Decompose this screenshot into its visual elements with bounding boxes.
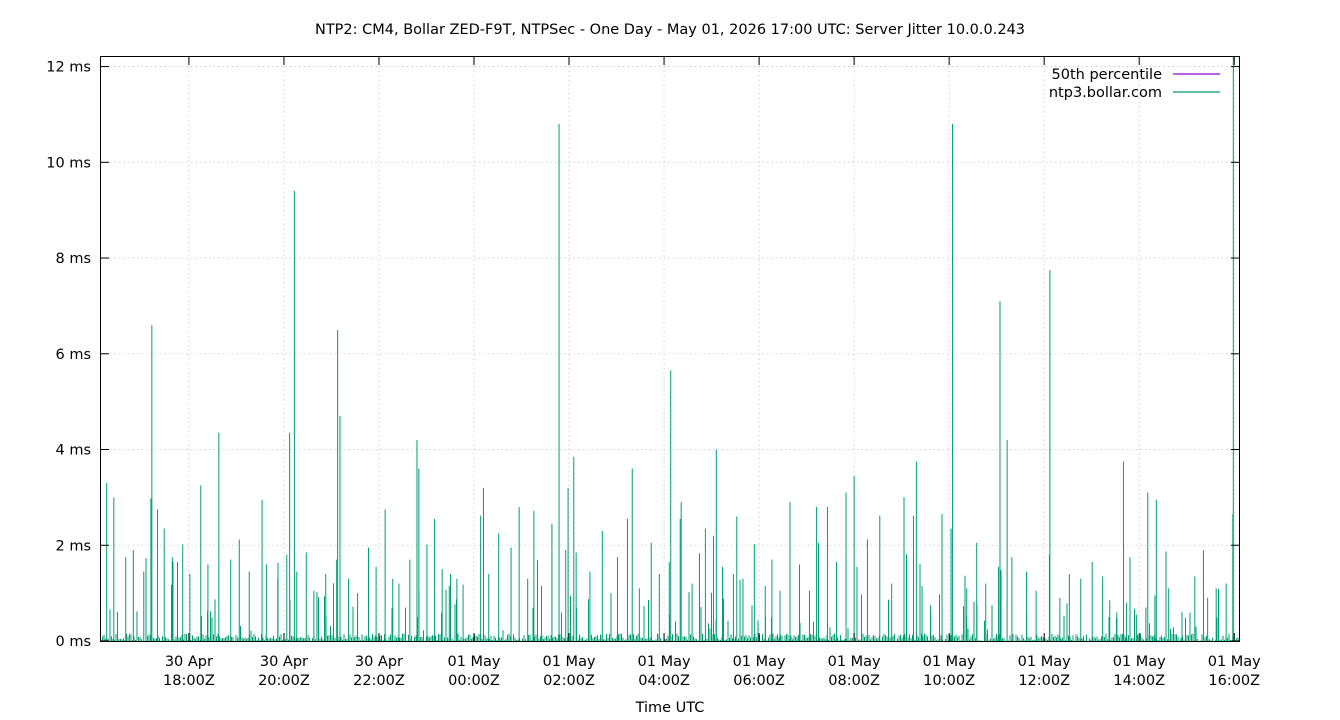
grid-layer [101,57,1239,641]
x-tick-date: 01 May [543,654,596,670]
y-tick-label: 0 ms [55,634,91,650]
legend-label-ntp3: ntp3.bollar.com [1049,85,1162,101]
y-tick-label: 2 ms [55,538,91,554]
x-tick-time: 06:00Z [733,673,785,689]
y-tick-label: 8 ms [55,251,91,267]
x-tick-time: 02:00Z [543,673,595,689]
data-layer [102,57,1239,641]
x-tick-date: 01 May [733,654,786,670]
y-tick-label: 12 ms [46,60,91,76]
x-tick-time: 20:00Z [258,673,310,689]
x-tick-time: 18:00Z [163,673,215,689]
x-tick-date: 30 Apr [165,654,213,670]
x-tick-date: 30 Apr [355,654,403,670]
y-tick-label: 6 ms [55,347,91,363]
x-tick-date: 01 May [638,654,691,670]
legend-label-50th-percentile: 50th percentile [1052,67,1163,83]
x-tick-time: 16:00Z [1208,673,1260,689]
x-tick-time: 04:00Z [638,673,690,689]
x-tick-date: 01 May [1208,654,1261,670]
plot-frame [100,56,1240,642]
x-axis: 30 Apr 18:00Z 30 Apr 20:00Z 30 Apr 22:00Z 01 M… [163,57,1261,689]
x-tick-date: 01 May [923,654,976,670]
x-tick-time: 12:00Z [1018,673,1070,689]
x-tick-time: 00:00Z [448,673,500,689]
jitter-noise-band [102,550,1239,641]
x-tick-time: 22:00Z [353,673,405,689]
y-tick-label: 4 ms [55,443,91,459]
y-tick-label: 10 ms [46,155,91,171]
x-tick-time: 14:00Z [1113,673,1165,689]
x-axis-label: Time UTC [635,700,705,716]
x-tick-date: 01 May [447,654,500,670]
x-tick-date: 30 Apr [260,654,308,670]
y-axis: 0 ms 2 ms 4 ms 6 ms 8 ms 10 ms 12 ms [46,60,1239,650]
chart-title: NTP2: CM4, Bollar ZED-F9T, NTPSec - One … [315,22,1025,38]
x-tick-time: 10:00Z [923,673,975,689]
legend: 50th percentile ntp3.bollar.com [1049,67,1220,101]
x-tick-date: 01 May [1113,654,1166,670]
x-tick-date: 01 May [828,654,881,670]
x-tick-time: 08:00Z [828,673,880,689]
x-tick-date: 01 May [1018,654,1071,670]
